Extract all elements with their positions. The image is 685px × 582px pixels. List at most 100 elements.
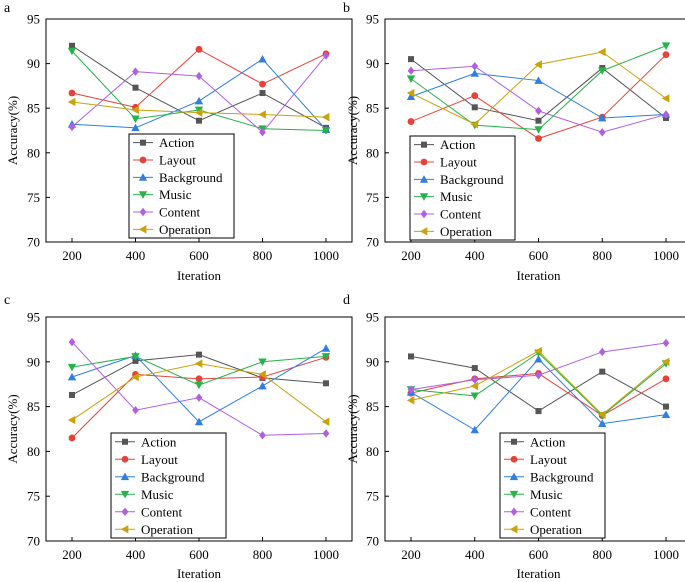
data-point <box>321 127 331 135</box>
data-point <box>68 89 76 97</box>
legend: Action Layout Background Music Content Operat… <box>409 135 516 241</box>
legend-marker <box>121 507 129 516</box>
data-point <box>258 370 266 379</box>
y-tick-label: 70 <box>27 534 40 549</box>
data-point <box>68 434 76 442</box>
legend-label: Layout <box>159 153 196 168</box>
data-point <box>67 47 77 56</box>
data-point <box>195 393 203 402</box>
series-operation <box>67 97 330 122</box>
series-action <box>69 351 329 398</box>
data-point <box>194 381 204 390</box>
data-point <box>406 75 416 83</box>
legend-marker <box>509 525 518 534</box>
data-point <box>132 357 139 364</box>
data-point <box>68 122 76 132</box>
data-point <box>69 42 75 49</box>
panel-letter: d <box>343 293 350 308</box>
panel-letter: b <box>343 1 350 16</box>
x-tick-label: 200 <box>62 248 82 263</box>
x-tick-label: 400 <box>126 547 146 562</box>
data-point <box>322 429 330 438</box>
x-tick-label: 400 <box>465 248 485 263</box>
data-point <box>470 69 479 77</box>
x-tick-label: 800 <box>593 248 613 263</box>
legend-marker <box>419 193 429 201</box>
legend-label: Layout <box>141 452 178 467</box>
series-action <box>408 353 669 415</box>
data-point <box>662 375 670 383</box>
legend-marker <box>421 141 427 148</box>
x-tick-label: 800 <box>253 248 273 263</box>
x-tick-label: 800 <box>593 547 613 562</box>
x-tick-label: 600 <box>529 547 549 562</box>
series-background <box>67 344 331 426</box>
data-point <box>131 115 140 124</box>
legend-marker <box>139 156 147 164</box>
data-point <box>408 56 414 63</box>
legend-label: Layout <box>440 155 477 170</box>
data-point <box>598 47 606 57</box>
series-content <box>68 51 330 137</box>
data-point <box>259 90 266 97</box>
data-point <box>598 347 606 357</box>
panel-c: c 70 75 80 85 90 95 200 400 600 800 1000 Iteration Ac… <box>4 293 353 581</box>
series-music <box>67 353 331 390</box>
data-point <box>194 417 204 426</box>
data-point <box>599 368 606 375</box>
data-point <box>471 104 478 111</box>
data-point <box>195 45 203 53</box>
data-point <box>132 84 139 91</box>
data-point <box>259 128 266 137</box>
legend-box <box>110 432 227 539</box>
data-point <box>67 372 77 381</box>
data-point <box>534 60 542 69</box>
data-point <box>598 128 606 137</box>
data-point <box>661 357 670 366</box>
x-tick-label: 400 <box>465 547 485 562</box>
data-point <box>598 419 607 427</box>
data-point <box>131 372 139 382</box>
data-point <box>407 385 415 394</box>
y-tick-label: 70 <box>366 534 379 549</box>
data-point <box>258 358 267 366</box>
x-tick-label: 400 <box>126 248 146 263</box>
data-point <box>131 123 140 132</box>
legend-marker <box>122 438 128 445</box>
data-point <box>323 380 329 387</box>
data-point <box>535 106 542 116</box>
y-tick-label: 70 <box>366 235 379 250</box>
legend-label: Background <box>440 172 504 187</box>
y-tick-label: 90 <box>366 354 379 369</box>
legend-marker <box>509 490 519 499</box>
data-point <box>663 403 669 410</box>
y-tick-label: 75 <box>366 489 379 504</box>
x-tick-label: 600 <box>189 547 209 562</box>
series-operation <box>67 359 330 427</box>
y-tick-label: 95 <box>366 310 379 325</box>
data-point <box>406 396 415 405</box>
legend-marker <box>511 438 517 445</box>
data-point <box>321 344 331 352</box>
panel-b: b 70 75 80 85 90 95 200 400 600 800 1000 Iteration Ac… <box>343 1 685 283</box>
data-point <box>132 405 139 415</box>
data-point <box>470 392 479 401</box>
data-point <box>471 92 479 100</box>
x-axis-title: Iteration <box>177 268 222 283</box>
y-tick-label: 80 <box>27 145 40 160</box>
legend-box <box>409 135 516 241</box>
panel-letter: a <box>4 1 11 16</box>
data-point <box>471 365 478 372</box>
data-point <box>67 97 76 107</box>
data-point <box>194 96 204 105</box>
data-point <box>258 381 267 390</box>
y-axis-title: Accuracy(%) <box>5 96 20 165</box>
legend-label: Background <box>141 469 205 484</box>
legend-marker <box>509 472 519 481</box>
y-tick-label: 80 <box>366 145 379 160</box>
x-tick-label: 1000 <box>313 248 339 263</box>
legend-marker <box>510 507 518 516</box>
data-point <box>259 431 266 440</box>
y-tick-label: 90 <box>27 354 40 369</box>
